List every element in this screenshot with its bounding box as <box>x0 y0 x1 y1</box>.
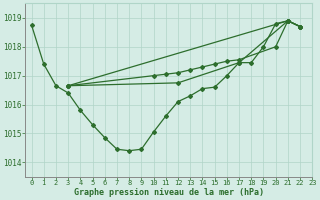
X-axis label: Graphe pression niveau de la mer (hPa): Graphe pression niveau de la mer (hPa) <box>74 188 264 197</box>
